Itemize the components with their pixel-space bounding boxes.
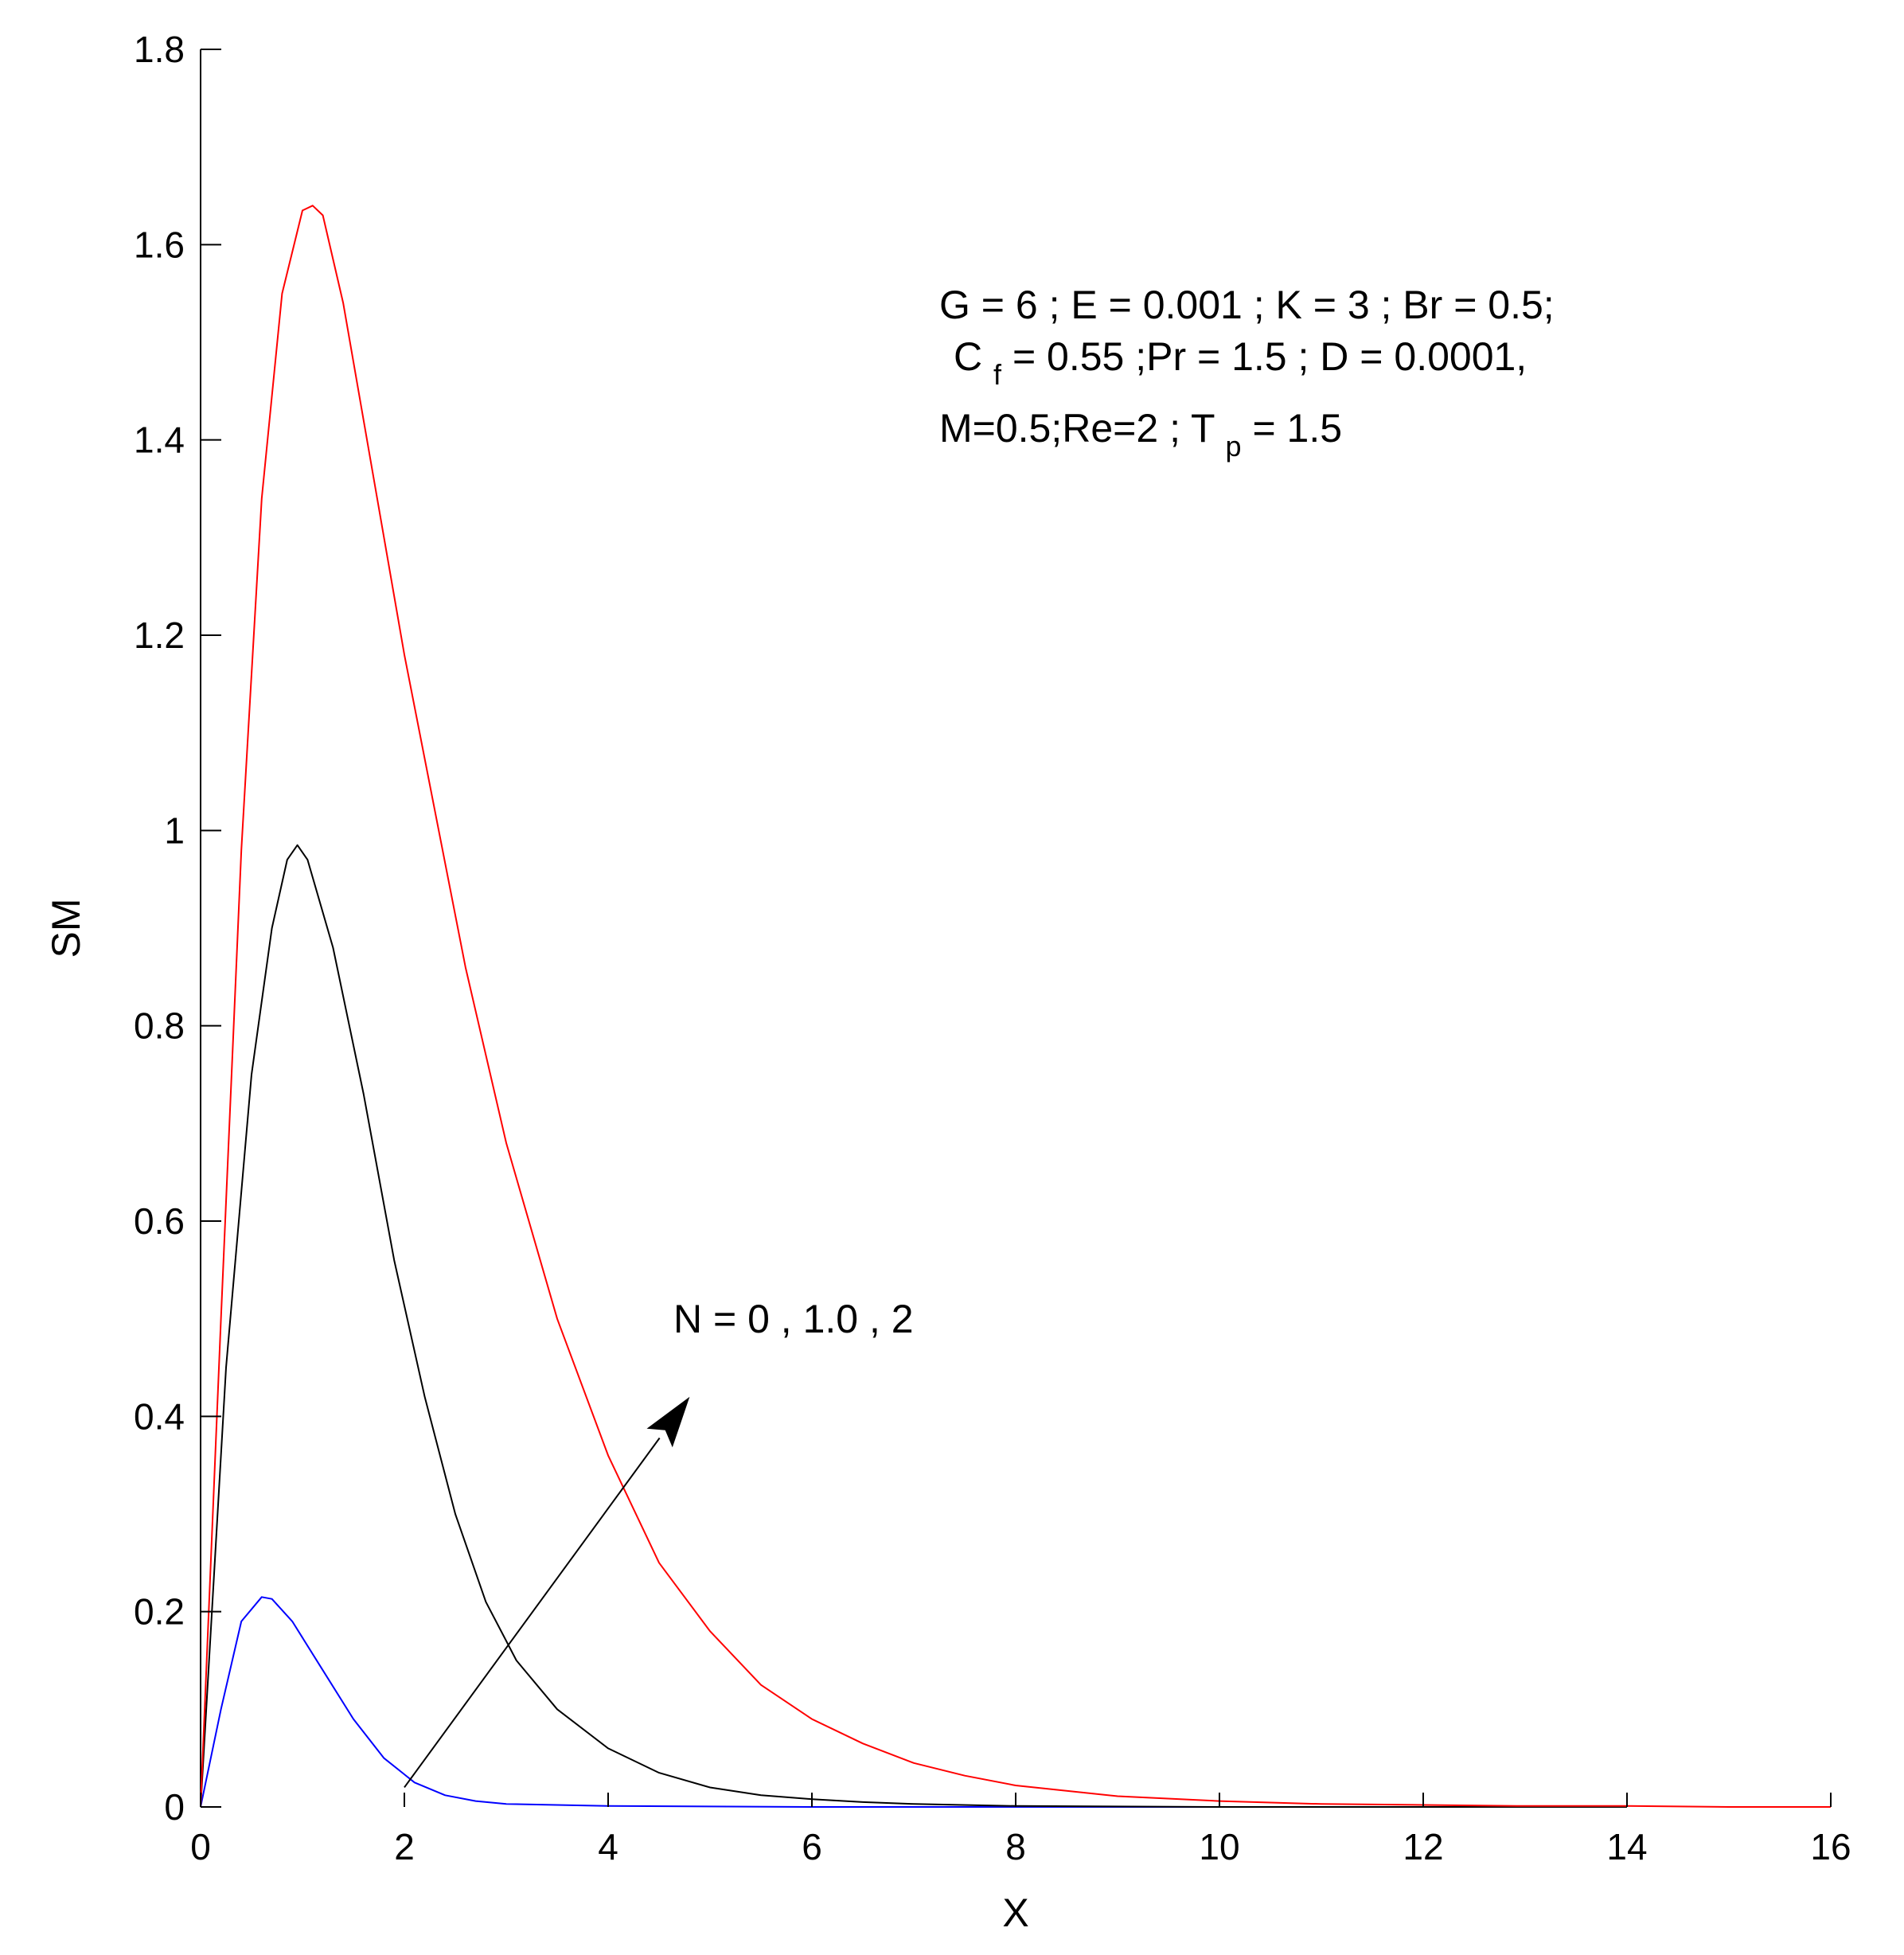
params-line-2-post: = 0.55 ;Pr = 1.5 ; D = 0.0001, [1012, 334, 1527, 379]
x-tick-label: 0 [190, 1826, 211, 1867]
arrow-line [404, 1437, 661, 1789]
x-tick-label: 14 [1606, 1826, 1647, 1867]
x-tick-label: 6 [802, 1826, 822, 1867]
arrow-head [646, 1396, 690, 1448]
y-tick-label: 1.2 [134, 615, 185, 656]
y-tick-label: 0.6 [134, 1200, 185, 1242]
params-line-2: C f = 0.55 ;Pr = 1.5 ; D = 0.0001, [954, 334, 1527, 393]
params-line-3-pre: M=0.5;Re=2 ; T [939, 406, 1215, 451]
y-tick-label: 1.8 [134, 29, 185, 70]
ticks: 0 0.2 0.4 0.6 0.8 1 1.2 1.4 1.6 1.8 0 2 4 6 8 10 12 14 16 [134, 29, 1851, 1867]
y-tick-label: 0.4 [134, 1395, 185, 1437]
params-line-3-sub: p [1226, 430, 1242, 462]
x-axis-label: X [1002, 1891, 1028, 1935]
y-tick-label: 0.2 [134, 1591, 185, 1633]
series-line [200, 205, 1831, 1808]
n-arrow-annotation: N = 0 , 1.0 , 2 [404, 1297, 914, 1789]
params-line-3-post: = 1.5 [1252, 406, 1342, 451]
x-tick-label: 4 [598, 1826, 618, 1867]
y-tick-label: 1 [164, 810, 185, 851]
x-tick-label: 2 [394, 1826, 415, 1867]
params-line-2-pre: C [954, 334, 982, 379]
y-tick-label: 1.6 [134, 224, 185, 265]
series-line [200, 844, 1627, 1808]
x-tick-label: 8 [1005, 1826, 1026, 1867]
y-axis-label: SM [44, 899, 88, 958]
y-tick-label: 0 [164, 1786, 185, 1828]
parameters-annotation: G = 6 ; E = 0.001 ; K = 3 ; Br = 0.5; C … [939, 283, 1555, 465]
series-group [200, 205, 1831, 1808]
x-tick-label: 10 [1199, 1826, 1239, 1867]
x-tick-label: 16 [1810, 1826, 1851, 1867]
params-line-3: M=0.5;Re=2 ; T p = 1.5 [939, 406, 1342, 465]
x-tick-label: 12 [1403, 1826, 1443, 1867]
series-line [200, 1596, 1219, 1808]
y-tick-label: 1.4 [134, 419, 185, 461]
params-line-1: G = 6 ; E = 0.001 ; K = 3 ; Br = 0.5; [939, 283, 1555, 327]
arrow-label: N = 0 , 1.0 , 2 [673, 1297, 914, 1341]
y-tick-label: 0.8 [134, 1005, 185, 1047]
params-line-2-sub: f [993, 358, 1002, 391]
